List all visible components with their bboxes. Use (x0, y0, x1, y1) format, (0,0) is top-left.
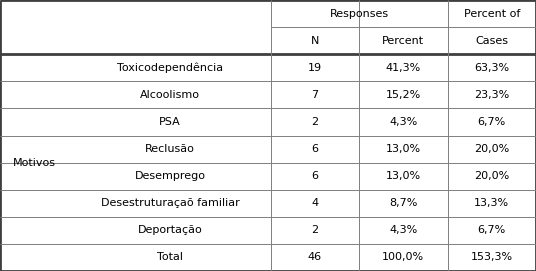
Text: Reclusão: Reclusão (145, 144, 195, 154)
Text: 6,7%: 6,7% (478, 117, 506, 127)
Text: Toxicodependência: Toxicodependência (117, 63, 223, 73)
Text: 4: 4 (311, 198, 318, 208)
Text: Percent: Percent (382, 36, 425, 46)
Text: N: N (311, 36, 319, 46)
Text: 46: 46 (308, 253, 322, 262)
Text: 63,3%: 63,3% (474, 63, 509, 73)
Text: 8,7%: 8,7% (389, 198, 418, 208)
Text: Cases: Cases (475, 36, 508, 46)
Text: 23,3%: 23,3% (474, 90, 509, 100)
Text: 13,0%: 13,0% (386, 144, 421, 154)
Text: 4,3%: 4,3% (389, 117, 418, 127)
Text: Total: Total (157, 253, 183, 262)
Text: 13,3%: 13,3% (474, 198, 509, 208)
Text: Desestruturaçaõ familiar: Desestruturaçaõ familiar (101, 198, 240, 208)
Text: 2: 2 (311, 117, 318, 127)
Text: 20,0%: 20,0% (474, 171, 509, 181)
Text: Desemprego: Desemprego (135, 171, 206, 181)
Text: 100,0%: 100,0% (382, 253, 425, 262)
Text: 41,3%: 41,3% (386, 63, 421, 73)
Text: Deportação: Deportação (138, 225, 203, 235)
Text: 20,0%: 20,0% (474, 144, 509, 154)
Text: Motivos: Motivos (13, 158, 56, 167)
Text: 6: 6 (311, 144, 318, 154)
Text: 6: 6 (311, 171, 318, 181)
Text: Percent of: Percent of (464, 9, 520, 18)
Text: 7: 7 (311, 90, 318, 100)
Text: 19: 19 (308, 63, 322, 73)
Text: PSA: PSA (159, 117, 181, 127)
Text: 6,7%: 6,7% (478, 225, 506, 235)
Text: 2: 2 (311, 225, 318, 235)
Text: Responses: Responses (330, 9, 389, 18)
Text: Alcoolismo: Alcoolismo (140, 90, 200, 100)
Text: 15,2%: 15,2% (386, 90, 421, 100)
Text: 13,0%: 13,0% (386, 171, 421, 181)
Text: 153,3%: 153,3% (471, 253, 513, 262)
Text: 4,3%: 4,3% (389, 225, 418, 235)
